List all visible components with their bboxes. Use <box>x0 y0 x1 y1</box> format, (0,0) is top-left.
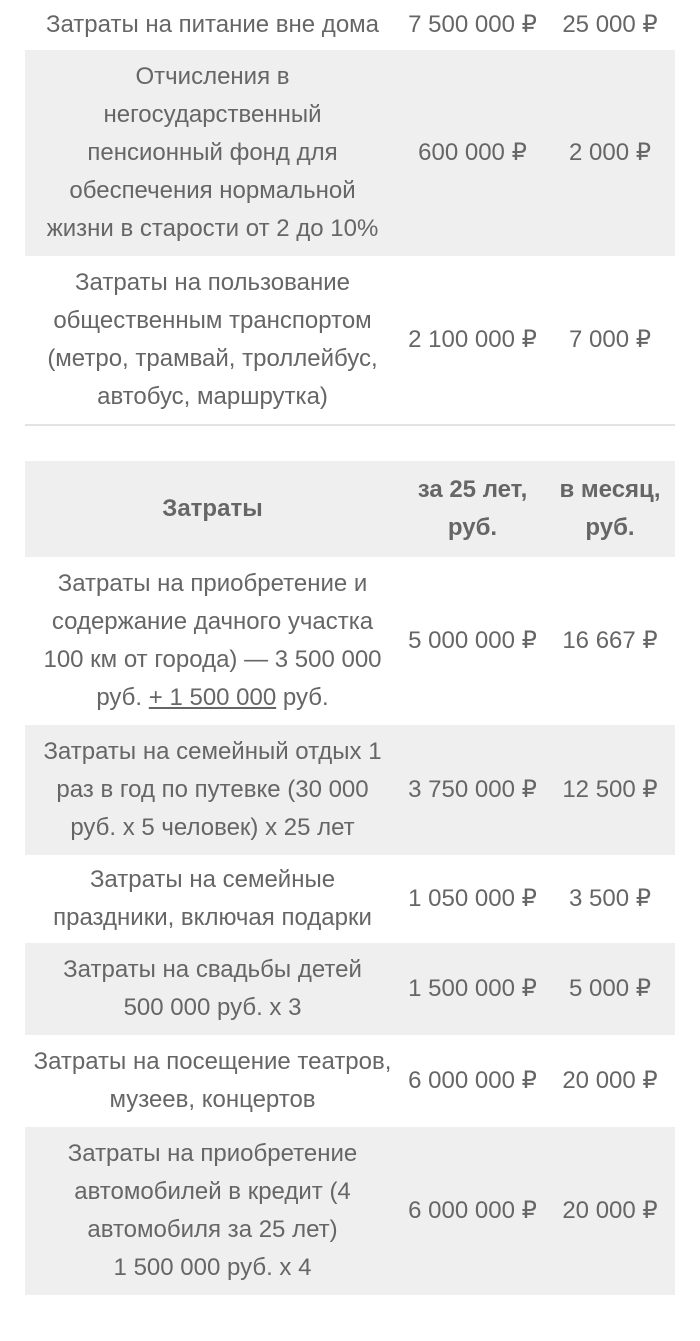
table-row: Затраты на приобретение автомобилей в кр… <box>25 1127 675 1295</box>
per-25-years-cell: 3 750 000 ₽ <box>408 776 537 803</box>
per-month-cell: 20 000 ₽ <box>562 1197 658 1224</box>
expense-description-cell: Затраты на посещение театров, музеев, ко… <box>33 1048 392 1113</box>
per-month-cell: 16 667 ₽ <box>562 627 658 654</box>
per-month-cell: 2 000 ₽ <box>569 139 651 166</box>
per-month-cell: 12 500 ₽ <box>562 776 658 803</box>
per-25-years-cell: 1 500 000 ₽ <box>408 975 537 1002</box>
expense-description-cell: Затраты на семейный отдых 1 раз в год по… <box>43 738 382 841</box>
table-row: Затраты на семейные праздники, включая п… <box>25 855 675 943</box>
expenses-table-lower: Затраты за 25 лет, руб. в месяц, руб. За… <box>25 461 675 1295</box>
header-cell-expenses: Затраты <box>162 495 263 522</box>
per-month-cell: 5 000 ₽ <box>569 975 651 1002</box>
expense-description-cell: Затраты на семейные праздники, включая п… <box>53 866 372 931</box>
expense-description-cell: Затраты на свадьбы детей 500 000 руб. х … <box>63 956 362 1021</box>
table-row: Затраты на посещение театров, музеев, ко… <box>25 1035 675 1127</box>
per-25-years-cell: 6 000 000 ₽ <box>408 1197 537 1224</box>
per-month-cell: 3 500 ₽ <box>569 885 651 912</box>
per-month-cell: 7 000 ₽ <box>569 326 651 353</box>
expenses-table-upper: Затраты на питание вне дома 7 500 000 ₽ … <box>25 0 675 426</box>
per-25-years-cell: 6 000 000 ₽ <box>408 1067 537 1094</box>
expense-description-cell: Затраты на пользование общественным тран… <box>47 269 378 410</box>
header-cell-per-month: в месяц, руб. <box>559 476 661 541</box>
header-cell-per-25-years: за 25 лет, руб. <box>417 476 528 541</box>
expense-description-cell: Затраты на приобретение и содержание дач… <box>25 565 400 717</box>
expense-description-cell: Затраты на питание вне дома <box>45 11 380 38</box>
per-month-cell: 20 000 ₽ <box>562 1067 658 1094</box>
dacha-extra-cost-link[interactable]: + 1 500 000 <box>148 684 277 711</box>
table-row: Затраты на семейный отдых 1 раз в год по… <box>25 725 675 855</box>
table-row: Затраты на пользование общественным тран… <box>25 256 675 424</box>
table-row: Отчисления в негосударственный пенсионны… <box>25 50 675 256</box>
table-row: Затраты на питание вне дома 7 500 000 ₽ … <box>25 0 675 50</box>
description-text: Затраты на приобретение и содержание дач… <box>43 570 382 711</box>
per-25-years-cell: 2 100 000 ₽ <box>408 326 537 353</box>
table-header-row: Затраты за 25 лет, руб. в месяц, руб. <box>25 461 675 557</box>
per-25-years-cell: 5 000 000 ₽ <box>408 627 537 654</box>
per-25-years-cell: 7 500 000 ₽ <box>408 11 537 38</box>
description-text: руб. <box>276 684 329 711</box>
expense-description-cell: Отчисления в негосударственный пенсионны… <box>46 63 379 242</box>
per-month-cell: 25 000 ₽ <box>562 11 658 38</box>
expense-description-cell: Затраты на приобретение автомобилей в кр… <box>67 1140 358 1281</box>
per-25-years-cell: 600 000 ₽ <box>418 139 527 166</box>
table-row: Затраты на свадьбы детей 500 000 руб. х … <box>25 943 675 1035</box>
per-25-years-cell: 1 050 000 ₽ <box>408 885 537 912</box>
table-row: Затраты на приобретение и содержание дач… <box>25 557 675 725</box>
